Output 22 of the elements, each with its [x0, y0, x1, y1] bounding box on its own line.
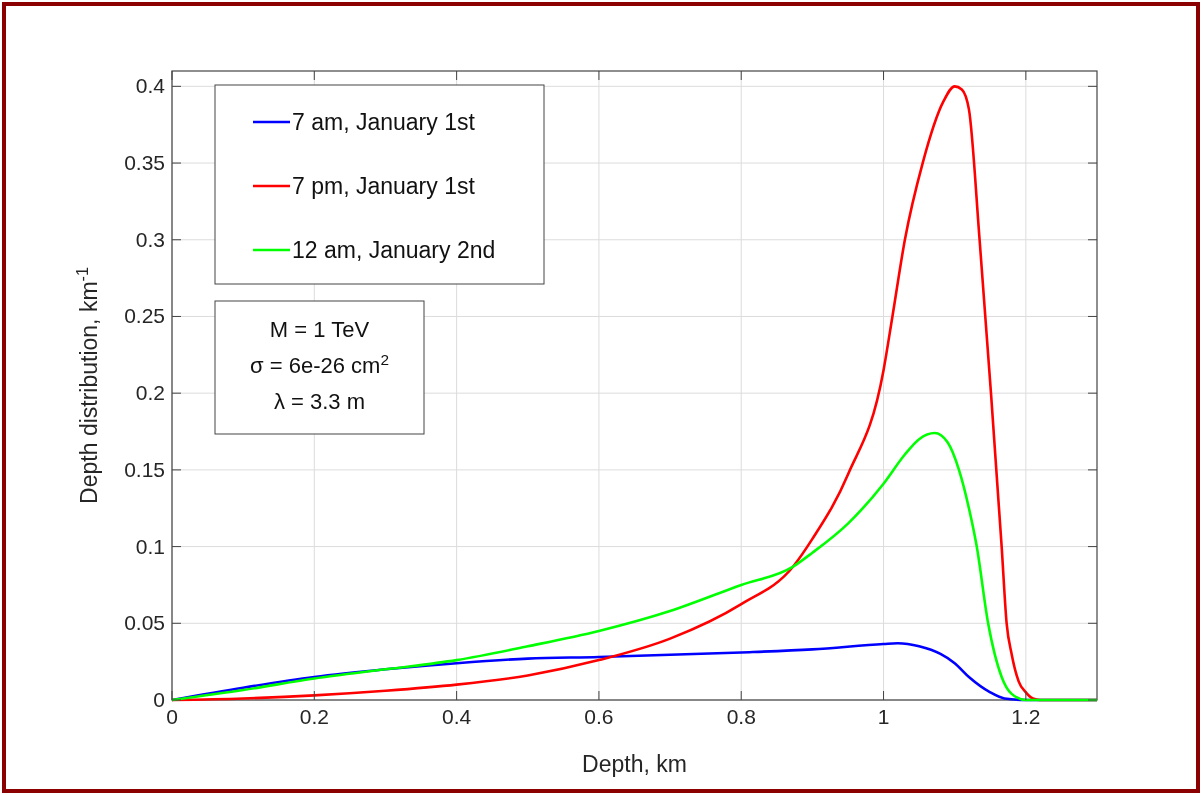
x-tick-label: 0.8	[726, 705, 756, 728]
y-tick-label: 0.1	[135, 534, 165, 558]
legend-label: 12 am, January 2nd	[292, 237, 496, 263]
legend-label: 7 pm, January 1st	[292, 173, 476, 199]
y-tick-label: 0.4	[135, 74, 166, 98]
x-axis-title: Depth, km	[582, 751, 687, 777]
x-tick-label: 0.6	[584, 705, 614, 728]
y-tick-label: 0.25	[124, 304, 165, 328]
x-tick-label: 1	[877, 705, 890, 728]
annotation: M = 1 TeV	[269, 317, 370, 342]
y-tick-label: 0.3	[135, 227, 165, 251]
x-tick-label: 0.2	[299, 705, 329, 728]
x-tick-label: 1.2	[1011, 705, 1041, 728]
y-tick-label: 0.2	[135, 381, 165, 405]
annotation: λ = 3.3 m	[273, 389, 366, 414]
y-tick-label: 0.15	[124, 457, 165, 481]
annotation: σ = 6e-26 cm$^{2}$	[250, 350, 389, 378]
y-tick-label: 0.35	[124, 151, 165, 175]
legend-label: 7 am, January 1st	[292, 109, 476, 135]
y-tick-label: 0	[153, 688, 165, 711]
y-tick-label: 0.05	[124, 611, 165, 635]
x-tick-label: 0.4	[442, 705, 472, 728]
